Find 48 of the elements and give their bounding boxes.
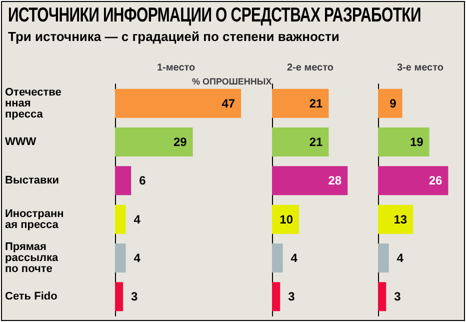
bar (378, 282, 386, 312)
bar (378, 88, 402, 118)
bar (115, 166, 132, 196)
bar (272, 282, 280, 312)
bar (115, 282, 124, 312)
data-label: 4 (134, 251, 141, 265)
bar (115, 88, 242, 118)
bar (115, 204, 126, 234)
data-label: 29 (173, 135, 188, 149)
y-tick-label: Иностранная пресса (5, 208, 64, 231)
data-label: 9 (390, 96, 397, 110)
data-label: 6 (139, 174, 146, 188)
data-label: 4 (290, 251, 298, 265)
data-label: 4 (134, 212, 141, 226)
chart-subtitle: Три источника — с градацией по степени важности (8, 29, 340, 44)
chart-title: ИСТОЧНИКИ ИНФОРМАЦИИ О СРЕДСТВАХ РАЗРАБОТКИ (8, 4, 422, 27)
y-tick-label: Отечественная пресса (5, 86, 62, 120)
bar (378, 128, 430, 156)
x-axis-title: % ОПРОШЕННЫХ (192, 76, 272, 86)
y-tick-label: Сеть Fido (5, 290, 58, 303)
data-label: 10 (280, 212, 294, 226)
bar (272, 128, 329, 156)
bar (272, 88, 329, 118)
data-label: 28 (328, 174, 342, 188)
data-label: 4 (396, 251, 404, 265)
data-label: 21 (309, 96, 324, 110)
data-label: 3 (131, 290, 138, 304)
y-tick-label: WWW (5, 136, 37, 148)
chart-title: 2-е место (287, 62, 334, 74)
text: 1-место (157, 62, 196, 74)
bar (272, 166, 348, 196)
chart-title: 3-е место (397, 62, 444, 74)
y-tick-label: Выставки (5, 174, 59, 187)
bar (115, 244, 126, 272)
bar (115, 128, 193, 156)
bar (378, 204, 414, 234)
data-label: 3 (394, 290, 402, 304)
data-label: 19 (410, 135, 424, 149)
data-label: 47 (222, 96, 236, 110)
bar (378, 166, 448, 196)
y-tick-label: Прямая рассылка по почте (5, 241, 62, 275)
bar (272, 244, 283, 272)
data-label: 3 (288, 290, 296, 304)
bar (272, 204, 299, 234)
data-label: 26 (428, 174, 443, 188)
data-label: 13 (394, 212, 408, 226)
data-label: 21 (309, 135, 324, 149)
bar (378, 244, 389, 272)
